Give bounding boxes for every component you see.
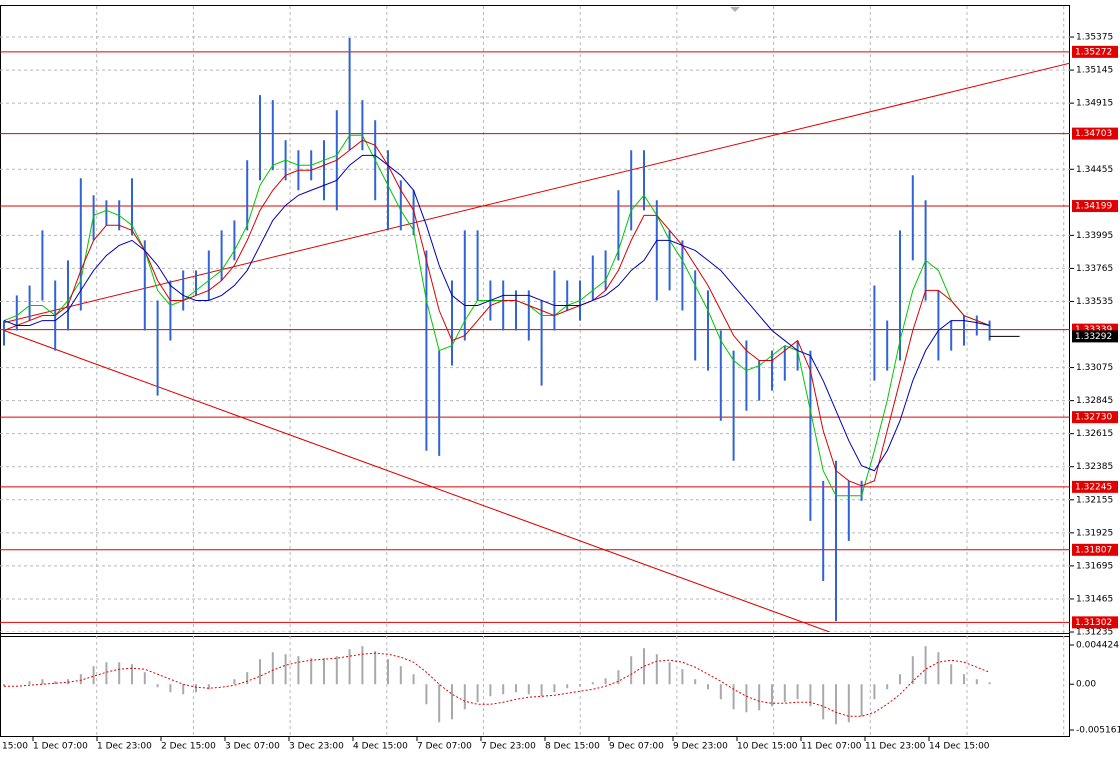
y-tick-label: -0.005161: [1076, 726, 1120, 736]
trendline: [3, 330, 830, 632]
vertical-grid: [96, 6, 1065, 736]
moving-average: [3, 154, 990, 472]
level-label: 1.31302: [1075, 618, 1112, 628]
level-label: 1.33339: [1075, 325, 1112, 335]
plot-frame: [0, 5, 1070, 737]
x-tick-label: 7 Dec 07:00: [417, 742, 472, 752]
level-label-box: [1072, 45, 1118, 58]
y-tick-label: 1.31235: [1076, 628, 1113, 638]
y-tick-label: 1.33995: [1076, 231, 1113, 241]
signal-line: [4, 652, 990, 717]
x-tick-label: 9 Dec 23:00: [673, 742, 728, 752]
x-tick-label: 2 Dec 15:00: [161, 742, 216, 752]
indicator-panel: [3, 646, 991, 725]
level-label: 1.34199: [1075, 202, 1112, 212]
x-tick-label: 8 Dec 15:00: [545, 742, 600, 752]
level-label: 1.32730: [1075, 413, 1112, 423]
current-price-label: 1.33292: [1075, 332, 1112, 342]
x-tick-label: 1 Dec 07:00: [33, 742, 88, 752]
x-tick-label: 15:00: [2, 742, 28, 752]
y-tick-label: 1.33535: [1076, 297, 1113, 307]
trendline: [3, 62, 1070, 324]
y-tick-label: 1.33075: [1076, 363, 1113, 373]
y-tick-label: 1.31465: [1076, 594, 1113, 604]
current-price-box: [1072, 330, 1118, 343]
y-tick-label: 1.31695: [1076, 561, 1113, 571]
y-tick-label: 1.33765: [1076, 264, 1113, 274]
main-panel: [0, 36, 1070, 632]
level-label-box: [1072, 616, 1118, 629]
y-tick-label: 1.34915: [1076, 99, 1113, 109]
y-tick-label: 1.35145: [1076, 66, 1113, 76]
level-label-box: [1072, 543, 1118, 556]
x-tick-label: 14 Dec 15:00: [929, 742, 990, 752]
x-tick-label: 11 Dec 07:00: [801, 742, 862, 752]
y-tick-label: 1.34455: [1076, 165, 1113, 175]
shift-marker: [730, 7, 740, 12]
y-tick-label: 1.35375: [1076, 33, 1113, 43]
y-tick-label: 1.31925: [1076, 528, 1113, 538]
moving-average: [3, 139, 990, 487]
level-label-box: [1072, 480, 1118, 493]
level-label: 1.32245: [1075, 482, 1112, 492]
x-tick-label: 1 Dec 23:00: [97, 742, 152, 752]
moving-average: [3, 134, 990, 497]
y-tick-label: 1.32155: [1076, 495, 1113, 505]
level-label: 1.34703: [1075, 129, 1112, 139]
level-label-box: [1072, 127, 1118, 140]
x-tick-label: 7 Dec 23:00: [481, 742, 536, 752]
x-tick-label: 3 Dec 07:00: [225, 742, 280, 752]
y-tick-label: 0.00: [1076, 680, 1096, 690]
x-tick-label: 3 Dec 23:00: [289, 742, 344, 752]
y-tick-label: 0.004424: [1076, 641, 1119, 651]
x-tick-label: 10 Dec 15:00: [737, 742, 798, 752]
y-tick-label: 1.32615: [1076, 429, 1113, 439]
y-tick-label: 1.32845: [1076, 396, 1113, 406]
x-tick-label: 9 Dec 07:00: [609, 742, 664, 752]
level-label-box: [1072, 200, 1118, 213]
x-tick-label: 4 Dec 15:00: [353, 742, 408, 752]
x-tick-label: 11 Dec 23:00: [865, 742, 926, 752]
level-label: 1.35272: [1075, 47, 1112, 57]
y-tick-label: 1.32385: [1076, 462, 1113, 472]
level-label-box: [1072, 411, 1118, 424]
level-label: 1.31807: [1075, 545, 1112, 555]
